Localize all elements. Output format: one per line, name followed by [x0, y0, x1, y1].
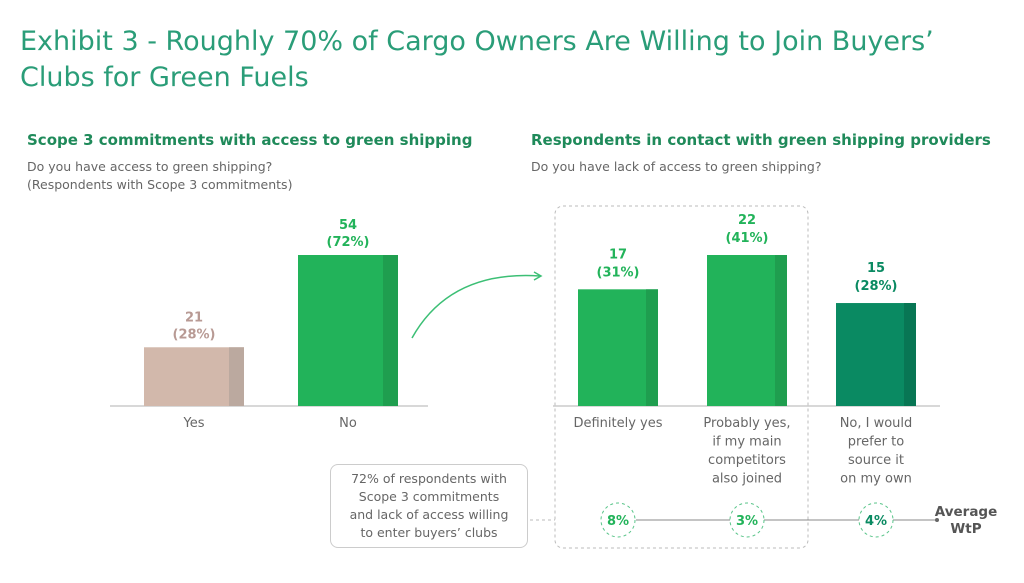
page-title: Exhibit 3 - Roughly 70% of Cargo Owners … [20, 26, 934, 93]
bar-percent: (31%) [597, 265, 640, 280]
category-label: prefer to [848, 435, 904, 450]
callout-line: to enter buyers’ clubs [360, 525, 498, 540]
category-label: No [339, 416, 357, 431]
arrow-head [533, 271, 543, 281]
question-line: Do you have access to green shipping? [27, 159, 273, 174]
wtp-circle [858, 502, 894, 538]
bar-shade [646, 289, 658, 406]
bar-shade [775, 255, 787, 406]
right-chart-title: Respondents in contact with green shippi… [531, 131, 991, 149]
bar [144, 347, 244, 406]
left-chart-title: Scope 3 commitments with access to green… [27, 131, 473, 149]
category-label: Probably yes, [703, 416, 790, 431]
left-chart-question: Do you have access to green shipping? (R… [27, 158, 292, 194]
right-chart-question: Do you have lack of access to green ship… [531, 159, 822, 174]
bar-percent: (41%) [726, 231, 769, 246]
wtp-value: 3% [736, 514, 758, 529]
bar-percent: (28%) [855, 279, 898, 294]
category-label: on my own [840, 472, 912, 487]
callout-line: 72% of respondents with [351, 471, 507, 486]
callout-line: and lack of access willing [349, 507, 509, 522]
bar-value: 22 [738, 213, 756, 228]
bar [707, 255, 787, 406]
wtp-label: Average [935, 504, 998, 520]
bar-shade [904, 303, 916, 406]
question-line: (Respondents with Scope 3 commitments) [27, 177, 293, 192]
category-label: if my main [712, 435, 781, 450]
category-label: No, I would [840, 416, 913, 431]
callout-line: Scope 3 commitments [358, 489, 500, 504]
bar-shade [383, 255, 398, 406]
category-label: Yes [183, 416, 205, 431]
bar-value: 54 [339, 218, 357, 233]
category-label: also joined [712, 472, 782, 487]
bar-percent: (72%) [327, 235, 370, 250]
category-label: source it [848, 453, 904, 468]
wtp-value: 8% [607, 514, 629, 529]
category-label: Definitely yes [573, 416, 662, 431]
wtp-value: 4% [865, 514, 887, 529]
wtp-line-end [935, 518, 939, 522]
bar [298, 255, 398, 406]
bar [836, 303, 916, 406]
category-label: competitors [708, 453, 786, 468]
bar-value: 21 [185, 310, 203, 325]
arrow [411, 274, 541, 339]
bar-percent: (28%) [173, 327, 216, 342]
wtp-circle [600, 502, 636, 538]
bar [578, 289, 658, 406]
bar-shade [229, 347, 244, 406]
wtp-circle [729, 502, 765, 538]
bar-value: 15 [867, 261, 885, 276]
callout-box: 72% of respondents with Scope 3 commitme… [330, 464, 528, 548]
bar-value: 17 [609, 247, 627, 262]
wtp-label: WtP [950, 521, 981, 537]
